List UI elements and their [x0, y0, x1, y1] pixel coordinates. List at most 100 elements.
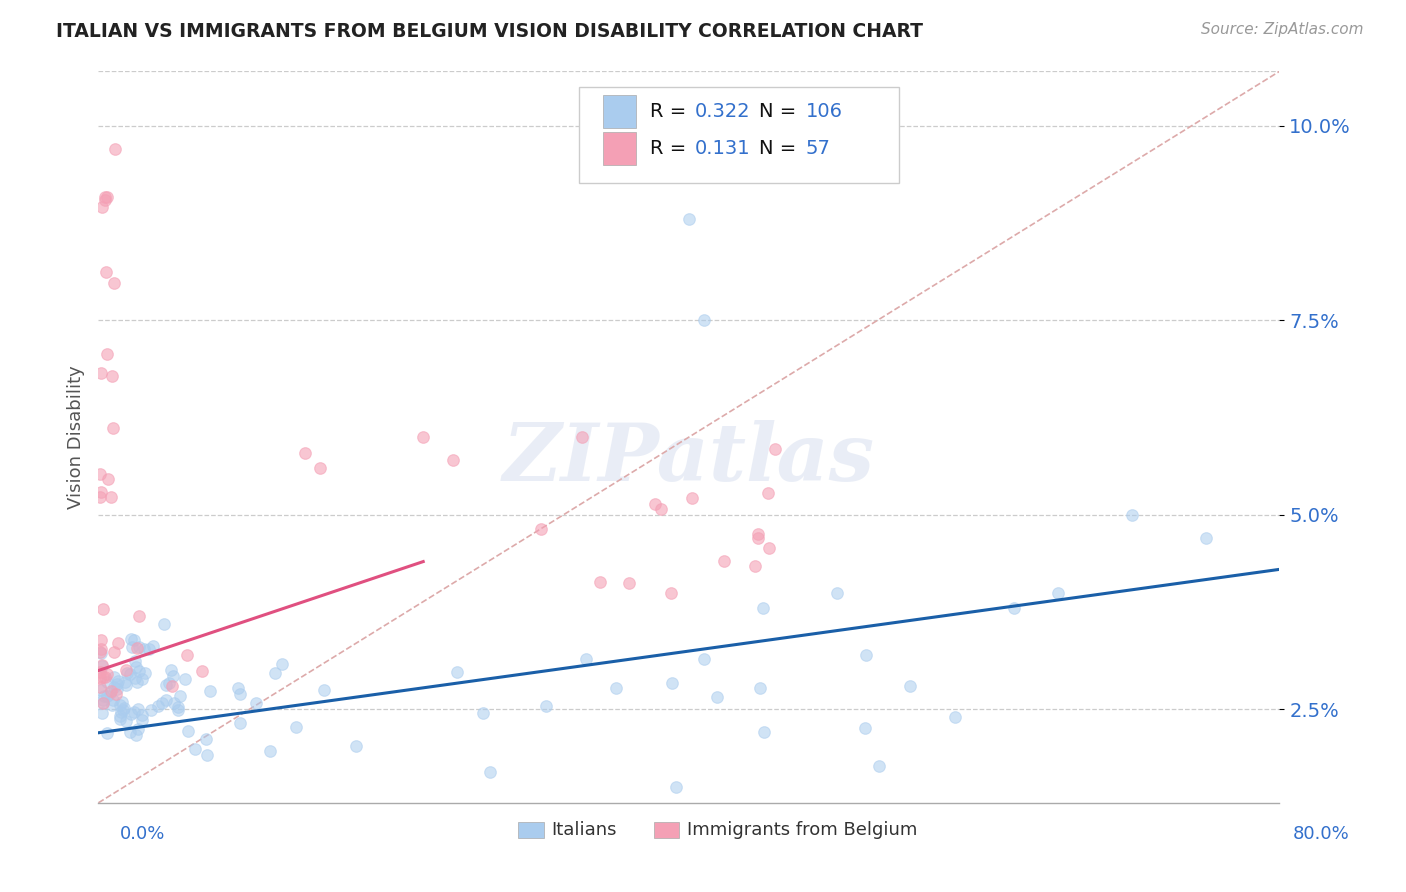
Point — [105, 676, 128, 690]
Point — [115, 666, 138, 681]
Point — [472, 706, 495, 720]
Point — [101, 368, 124, 383]
Point — [96, 675, 118, 690]
Point — [89, 490, 111, 504]
Point — [110, 705, 132, 719]
Text: ZIPatlas: ZIPatlas — [503, 420, 875, 498]
Point — [264, 666, 287, 681]
Point — [183, 742, 205, 756]
Point — [114, 663, 136, 677]
Point — [90, 706, 112, 720]
Point — [575, 652, 598, 666]
Point — [530, 522, 553, 536]
Point — [103, 645, 125, 659]
Point — [285, 720, 308, 734]
Point — [693, 313, 716, 327]
Point — [120, 706, 142, 721]
Point — [103, 421, 125, 435]
Point — [91, 696, 114, 710]
Point — [160, 663, 183, 677]
Point — [131, 672, 153, 686]
Point — [90, 642, 112, 657]
Point — [169, 689, 191, 703]
Point — [173, 672, 195, 686]
Point — [900, 679, 922, 693]
Point — [312, 683, 335, 698]
Text: Immigrants from Belgium: Immigrants from Belgium — [686, 821, 917, 838]
Text: 0.131: 0.131 — [695, 138, 751, 158]
Point — [309, 461, 332, 475]
Text: Italians: Italians — [551, 821, 616, 838]
Point — [93, 670, 115, 684]
Point — [744, 559, 766, 574]
Point — [127, 722, 149, 736]
Point — [128, 609, 150, 624]
Point — [132, 642, 155, 657]
Point — [167, 703, 190, 717]
Point — [115, 714, 138, 728]
Point — [91, 602, 114, 616]
Text: 106: 106 — [806, 102, 842, 121]
Point — [478, 764, 501, 779]
Point — [94, 265, 117, 279]
Text: 0.322: 0.322 — [695, 102, 751, 121]
Point — [155, 693, 177, 707]
Point — [94, 190, 117, 204]
Point — [134, 665, 156, 680]
FancyBboxPatch shape — [603, 95, 636, 128]
Point — [96, 190, 118, 204]
Point — [110, 698, 132, 713]
Point — [763, 442, 786, 457]
Point — [93, 690, 115, 704]
Point — [105, 687, 128, 701]
Text: N =: N = — [759, 102, 801, 121]
Point — [758, 486, 780, 500]
Point — [650, 502, 672, 516]
Point — [89, 665, 111, 679]
Point — [868, 759, 890, 773]
Point — [661, 676, 683, 690]
Text: R =: R = — [650, 102, 693, 121]
Point — [1195, 531, 1218, 545]
Point — [665, 780, 688, 795]
Point — [194, 731, 217, 746]
Point — [91, 670, 114, 684]
Point — [678, 212, 700, 227]
Point — [122, 705, 145, 719]
Point — [167, 700, 190, 714]
Point — [748, 681, 770, 695]
Point — [659, 585, 682, 599]
Point — [713, 554, 735, 568]
Point — [747, 526, 769, 541]
Point — [96, 347, 118, 361]
Point — [89, 467, 111, 482]
Text: 0.0%: 0.0% — [120, 825, 165, 843]
FancyBboxPatch shape — [579, 87, 900, 183]
Point — [619, 575, 641, 590]
Point — [412, 430, 434, 444]
Point — [758, 541, 780, 555]
Point — [259, 744, 281, 758]
Point — [114, 677, 136, 691]
Point — [124, 672, 146, 686]
Point — [142, 639, 165, 653]
Point — [344, 739, 367, 754]
Point — [131, 713, 153, 727]
Point — [94, 193, 117, 207]
Point — [177, 723, 200, 738]
Point — [107, 673, 129, 688]
Text: N =: N = — [759, 138, 808, 158]
Point — [128, 640, 150, 654]
Point — [107, 635, 129, 649]
Point — [706, 690, 728, 705]
Y-axis label: Vision Disability: Vision Disability — [66, 365, 84, 509]
Point — [91, 696, 114, 710]
Point — [138, 642, 160, 657]
Point — [90, 366, 112, 380]
Point — [294, 445, 316, 459]
Point — [89, 680, 111, 694]
Point — [107, 681, 129, 696]
Text: 57: 57 — [806, 138, 831, 158]
Point — [98, 686, 121, 700]
Point — [96, 725, 118, 739]
